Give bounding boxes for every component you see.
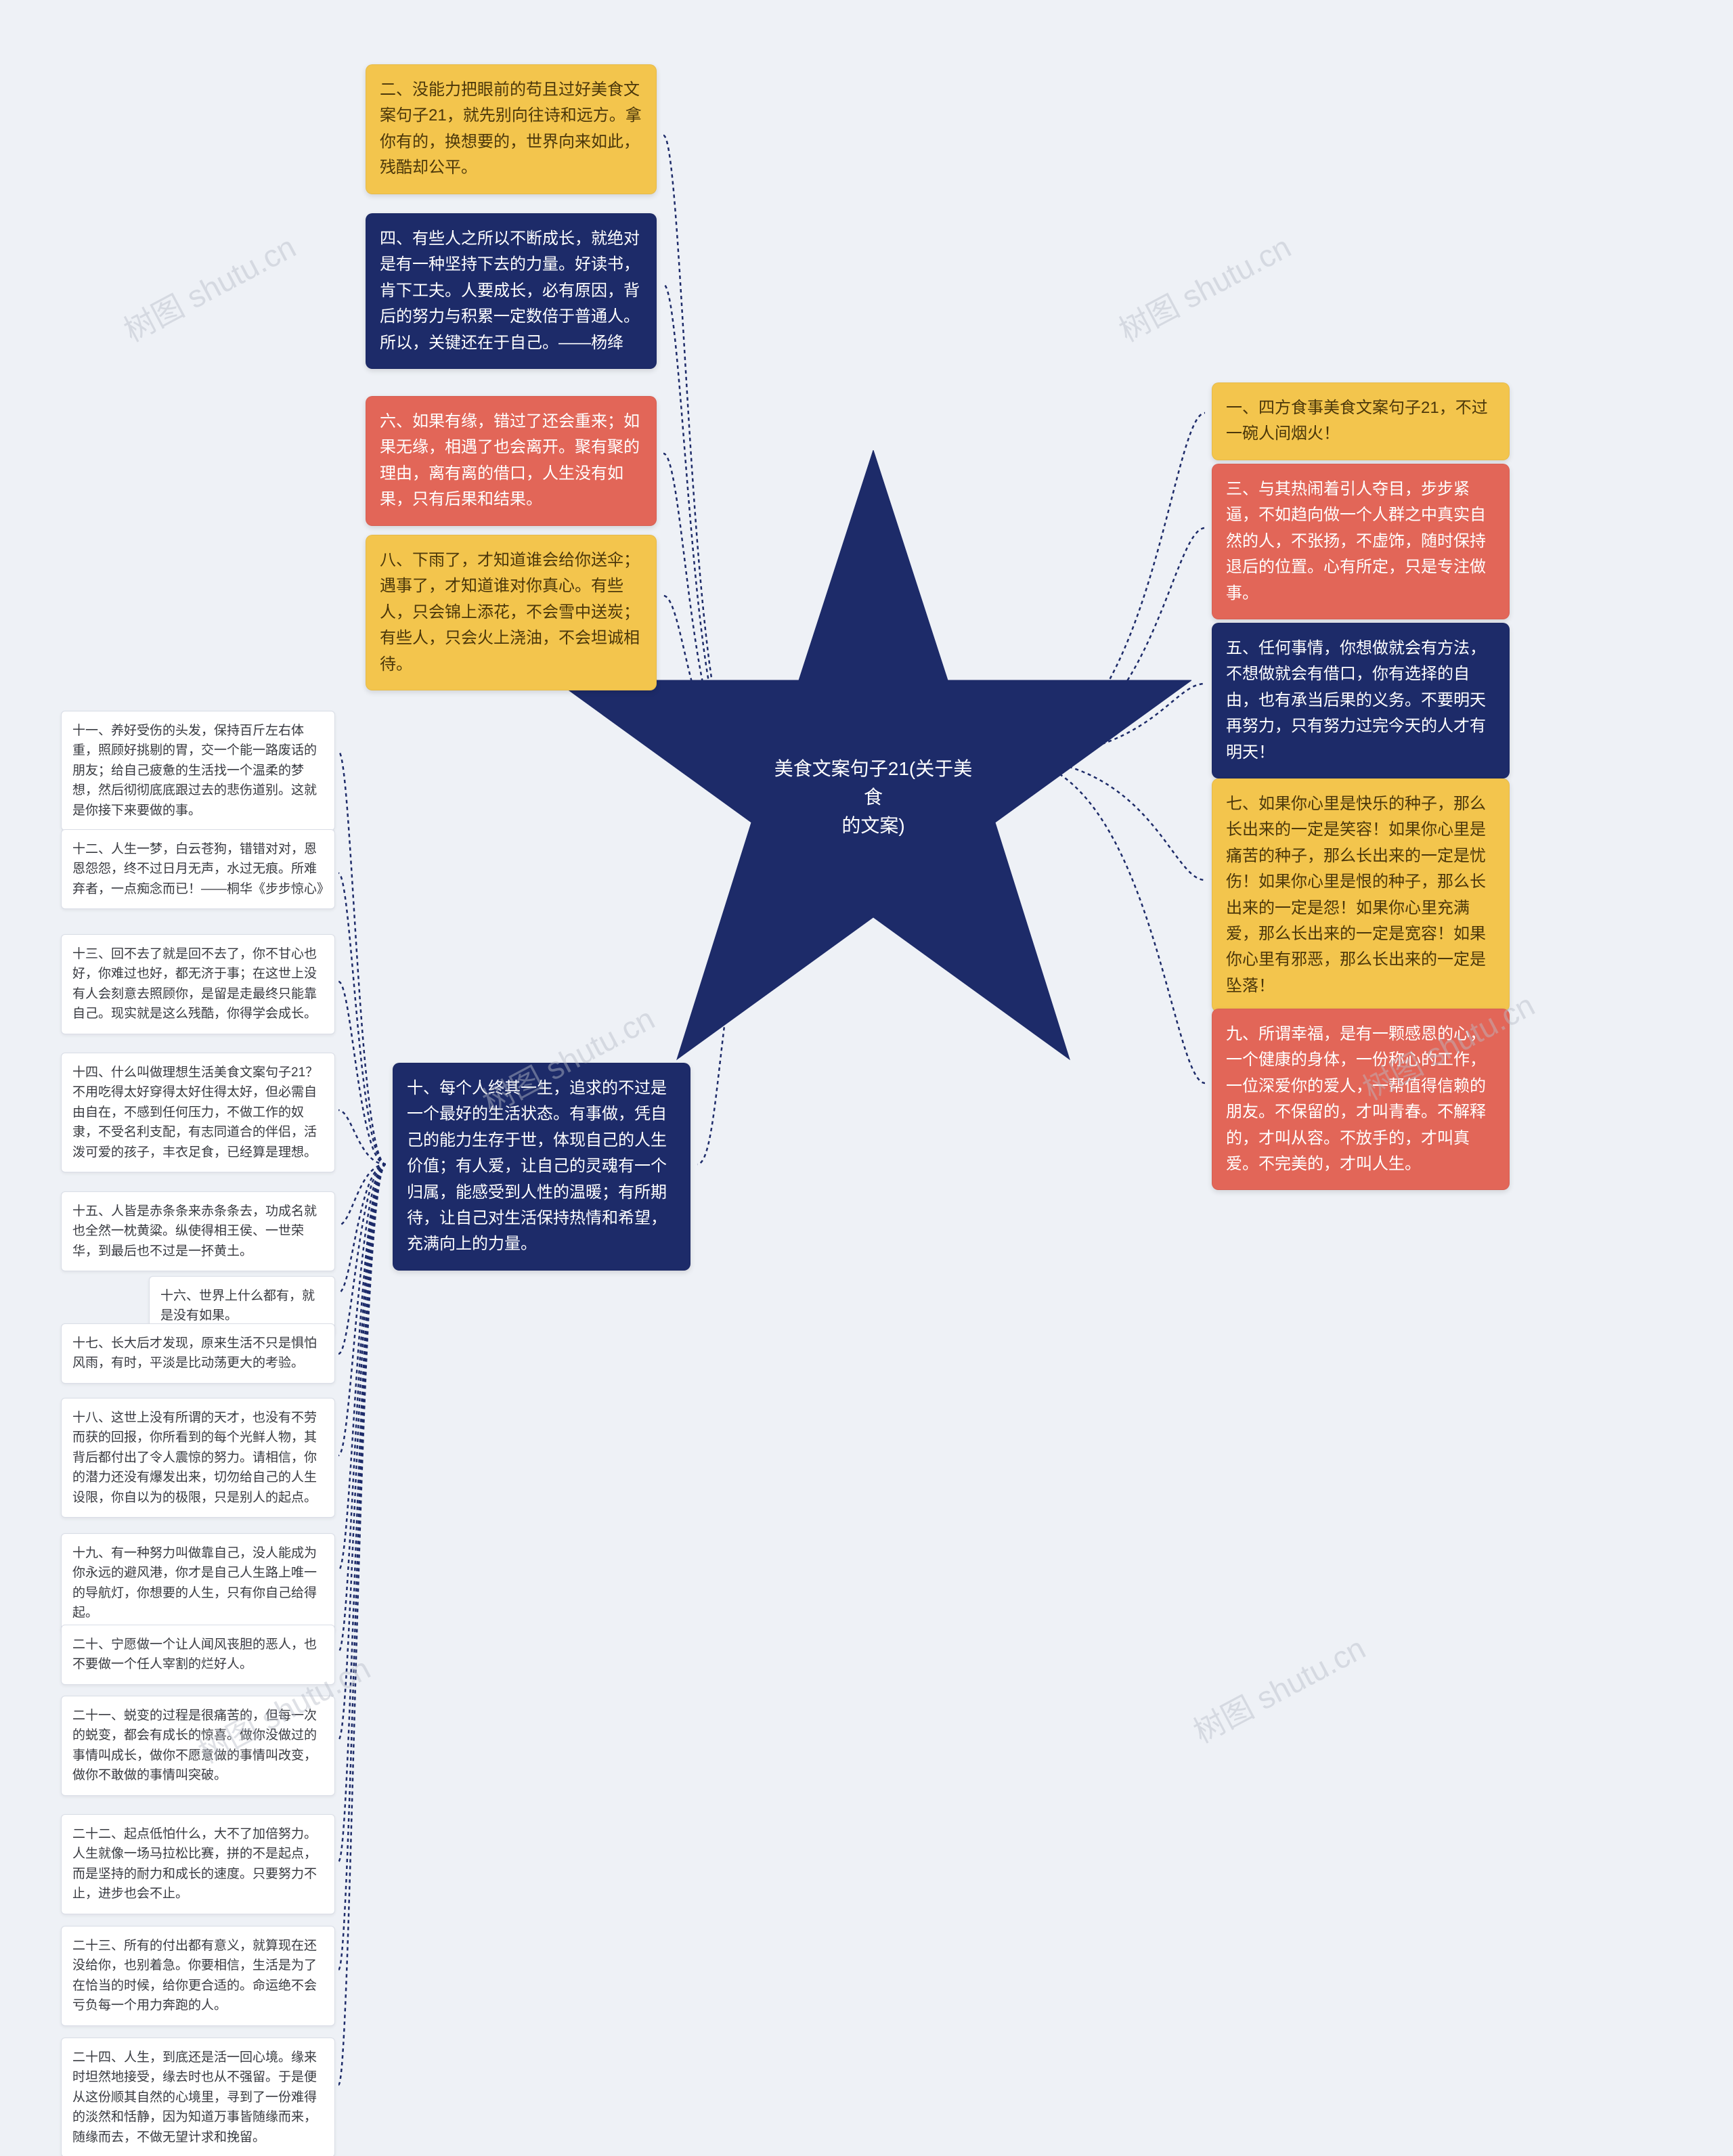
left-card-2: 二、没能力把眼前的苟且过好美食文案句子21，就先别向往诗和远方。拿你有的，换想要… <box>366 64 657 194</box>
small-card-24: 二十四、人生，到底还是活一回心境。缘来时坦然地接受，缘去时也从不强留。于是便从这… <box>61 2038 335 2156</box>
small-card-23: 二十三、所有的付出都有意义，就算现在还没给你，也别着急。你要相信，生活是为了在恰… <box>61 1926 335 2026</box>
small-card-22: 二十二、起点低怕什么，大不了加倍努力。人生就像一场马拉松比赛，拼的不是起点，而是… <box>61 1814 335 1914</box>
right-card-3: 三、与其热闹着引人夺目，步步紧逼，不如趋向做一个人群之中真实自然的人，不张扬，不… <box>1212 464 1510 619</box>
center-title-line2: 的文案) <box>841 815 904 836</box>
right-card-1: 一、四方食事美食文案句子21，不过一碗人间烟火！ <box>1212 382 1510 460</box>
watermark: 树图 shutu.cn <box>1185 1624 1372 1752</box>
left-card-4: 四、有些人之所以不断成长，就绝对是有一种坚持下去的力量。好读书，肯下工夫。人要成… <box>366 213 657 369</box>
small-card-15: 十五、人皆是赤条条来赤条条去，功成名就也全然一枕黄粱。纵使得相王侯、一世荣华，到… <box>61 1191 335 1271</box>
small-card-17: 十七、长大后才发现，原来生活不只是惧怕风雨，有时，平淡是比动荡更大的考验。 <box>61 1323 335 1384</box>
left-card-8: 八、下雨了，才知道谁会给你送伞；遇事了，才知道谁对你真心。有些人，只会锦上添花，… <box>366 535 657 690</box>
center-title: 美食文案句子21(关于美食 的文案) <box>768 755 978 840</box>
small-card-13: 十三、回不去了就是回不去了，你不甘心也好，你难过也好，都无济于事；在这世上没有人… <box>61 934 335 1034</box>
small-card-14: 十四、什么叫做理想生活美食文案句子21？不用吃得太好穿得太好住得太好，但必需自由… <box>61 1053 335 1172</box>
small-card-12: 十二、人生一梦，白云苍狗，错错对对，恩恩怨怨，终不过日月无声，水过无痕。所难弃者… <box>61 829 335 909</box>
right-card-9: 九、所谓幸福，是有一颗感恩的心，一个健康的身体，一份称心的工作，一位深爱你的爱人… <box>1212 1009 1510 1190</box>
left-card-6: 六、如果有缘，错过了还会重来；如果无缘，相遇了也会离开。聚有聚的理由，离有离的借… <box>366 396 657 526</box>
small-card-20: 二十、宁愿做一个让人闻风丧胆的恶人，也不要做一个任人宰割的烂好人。 <box>61 1625 335 1685</box>
small-card-21: 二十一、蜕变的过程是很痛苦的，但每一次的蜕变，都会有成长的惊喜。做你没做过的事情… <box>61 1696 335 1796</box>
right-card-7: 七、如果你心里是快乐的种子，那么长出来的一定是笑容！如果你心里是痛苦的种子，那么… <box>1212 778 1510 1012</box>
watermark: 树图 shutu.cn <box>115 223 303 351</box>
center-title-line1: 美食文案句子21(关于美食 <box>774 758 972 808</box>
right-card-5: 五、任何事情，你想做就会有方法，不想做就会有借口，你有选择的自由，也有承当后果的… <box>1212 623 1510 778</box>
small-card-19: 十九、有一种努力叫做靠自己，没人能成为你永远的避风港，你才是自己人生路上唯一的导… <box>61 1533 335 1633</box>
left-card-10: 十、每个人终其一生，追求的不过是一个最好的生活状态。有事做，凭自己的能力生存于世… <box>393 1063 690 1271</box>
watermark: 树图 shutu.cn <box>1110 223 1298 351</box>
small-card-18: 十八、这世上没有所谓的天才，也没有不劳而获的回报，你所看到的每个光鲜人物，其背后… <box>61 1398 335 1518</box>
small-card-11: 十一、养好受伤的头发，保持百斤左右体重，照顾好挑剔的胃，交一个能一路废话的朋友；… <box>61 711 335 831</box>
